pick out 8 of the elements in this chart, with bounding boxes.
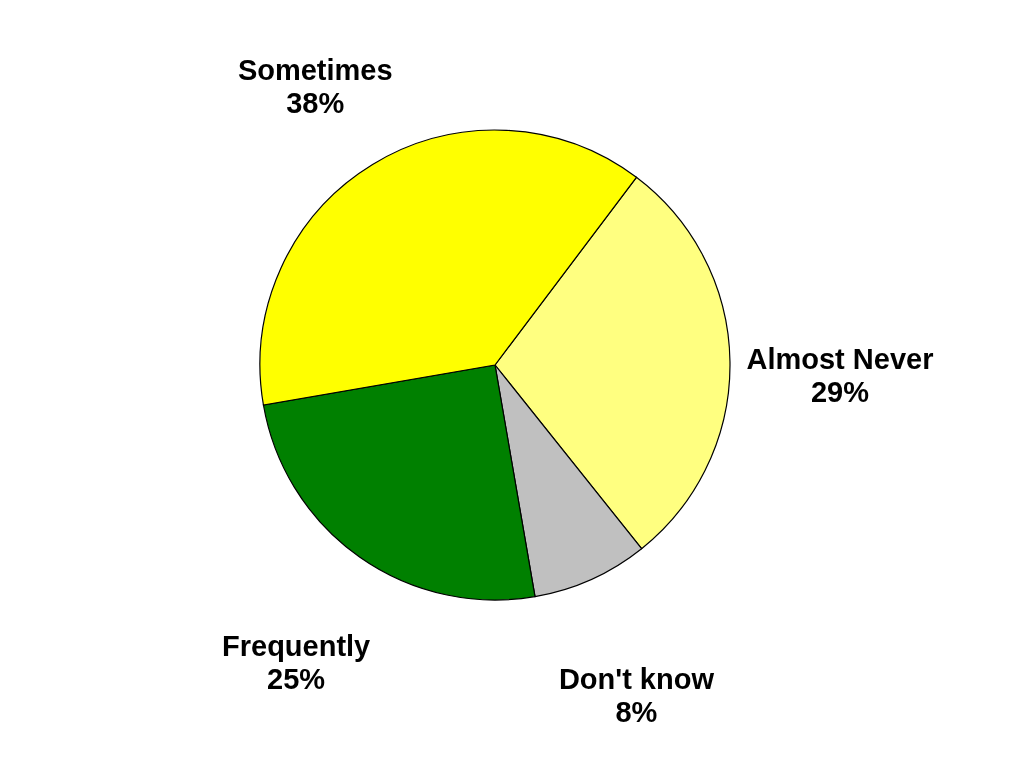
slice-label: Almost Never <box>746 343 934 376</box>
data-label: 38% <box>286 86 345 119</box>
data-label: 29% <box>810 376 870 409</box>
data-label: 25% <box>267 662 326 695</box>
slice-label: Sometimes <box>237 53 393 86</box>
data-label: 8% <box>615 695 658 728</box>
slice-label: Don't know <box>558 662 715 695</box>
slice-label: Frequently <box>222 629 371 662</box>
